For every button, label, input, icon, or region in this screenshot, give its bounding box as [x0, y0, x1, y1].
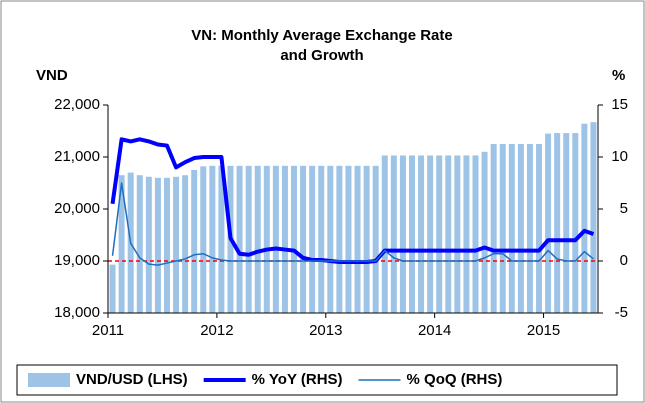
y-tick-label: 22,000 — [54, 96, 100, 113]
bar — [200, 166, 207, 313]
bar — [363, 165, 370, 313]
bar — [445, 155, 452, 313]
bar — [173, 176, 180, 313]
bar — [372, 165, 379, 313]
line-series — [110, 137, 595, 265]
y2-tick-label: 10 — [611, 148, 628, 165]
bar — [109, 264, 116, 313]
chart-title: and Growth — [280, 47, 363, 64]
bar — [490, 144, 497, 313]
bar — [154, 177, 161, 313]
bar — [245, 165, 252, 313]
y2-tick-label: 5 — [620, 200, 628, 217]
bar — [163, 177, 170, 313]
bar — [281, 165, 288, 313]
y-tick-label: 18,000 — [54, 304, 100, 321]
y-tick-label: 19,000 — [54, 252, 100, 269]
bar — [454, 155, 461, 313]
bar — [563, 133, 570, 313]
bar — [508, 144, 515, 313]
bar — [472, 155, 479, 313]
y2-tick-label: 0 — [620, 252, 628, 269]
bar — [191, 170, 198, 313]
legend-label: % YoY (RHS) — [252, 371, 343, 388]
bar — [263, 165, 270, 313]
bar — [572, 133, 579, 313]
bar — [145, 176, 152, 313]
x-tick-label: 2014 — [418, 322, 451, 339]
bar — [436, 155, 443, 313]
x-tick-label: 2011 — [92, 322, 124, 339]
bar — [536, 144, 543, 313]
chart-title: VN: Monthly Average Exchange Rate — [191, 27, 452, 44]
bar — [427, 155, 434, 313]
bar — [554, 133, 561, 313]
bar — [291, 165, 298, 313]
bar — [499, 144, 506, 313]
bar — [581, 123, 588, 313]
bar — [526, 144, 533, 313]
legend-box — [16, 364, 618, 396]
bar — [390, 155, 397, 313]
bar — [463, 155, 470, 313]
legend-swatch — [28, 373, 70, 387]
x-tick-label: 2013 — [309, 322, 342, 339]
x-tick-label: 2012 — [200, 322, 233, 339]
bar — [517, 144, 524, 313]
legend-label: VND/USD (LHS) — [76, 371, 188, 388]
bar — [354, 165, 361, 313]
y2-axis-label: % — [612, 67, 625, 84]
bar — [300, 165, 307, 313]
bar — [345, 165, 352, 313]
bar — [309, 165, 316, 313]
bar — [272, 165, 279, 313]
bar — [590, 122, 597, 313]
bar — [136, 175, 143, 313]
bar — [408, 155, 415, 313]
legend-label: % QoQ (RHS) — [407, 371, 503, 388]
bar — [545, 133, 552, 313]
bar — [182, 175, 189, 313]
bar — [336, 165, 343, 313]
line-series — [111, 182, 594, 266]
x-tick-label: 2015 — [527, 322, 560, 339]
y-tick-label: 21,000 — [54, 148, 100, 165]
bar — [236, 165, 243, 313]
y-axis-label: VND — [36, 67, 68, 84]
bar — [481, 151, 488, 313]
bar — [327, 165, 334, 313]
y2-tick-label: -5 — [615, 304, 628, 321]
bar — [209, 165, 216, 313]
y2-tick-label: 15 — [611, 96, 628, 113]
bar — [381, 155, 388, 313]
bar — [399, 155, 406, 313]
bar — [218, 165, 225, 313]
y-tick-label: 20,000 — [54, 200, 100, 217]
bar — [418, 155, 425, 313]
bar — [318, 165, 325, 313]
bar — [254, 165, 261, 313]
bar — [118, 175, 125, 313]
